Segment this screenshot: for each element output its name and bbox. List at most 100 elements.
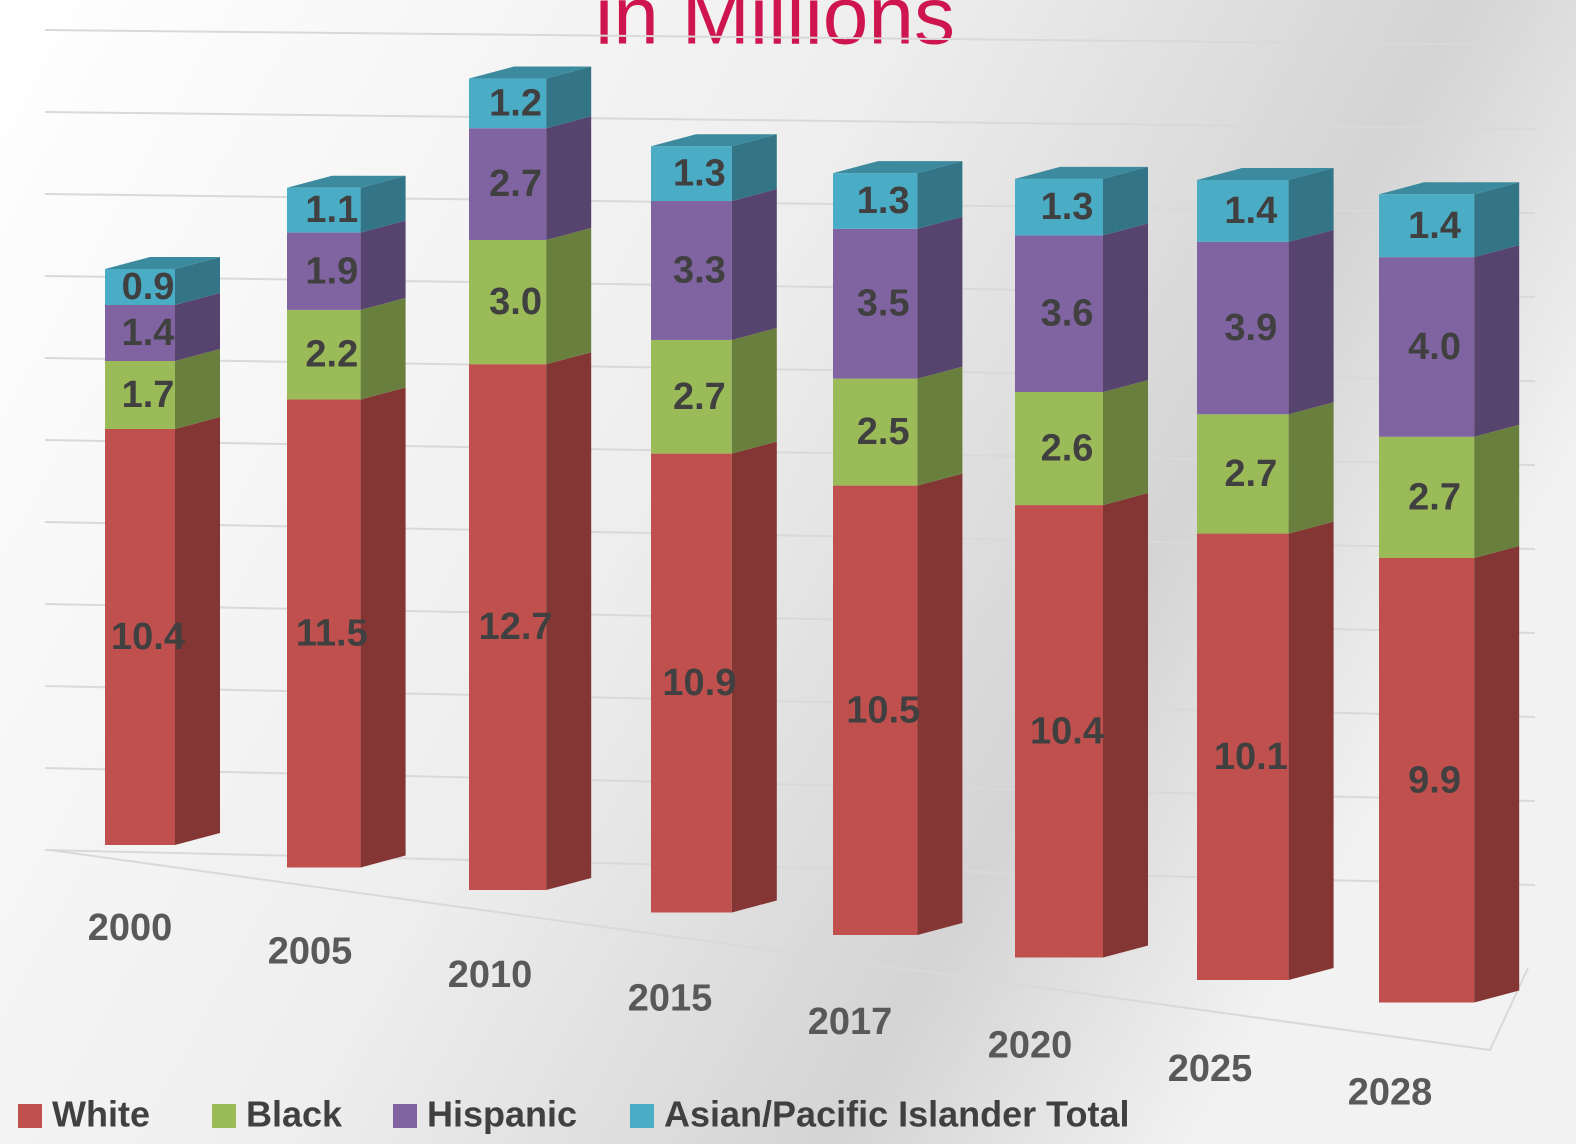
data-label: 12.7 [479,606,553,648]
bar-segment-side [1474,424,1520,558]
data-label: 1.2 [489,82,542,124]
bar-segment [1379,436,1475,558]
bar-segment-side [1103,223,1148,392]
legend-swatch [393,1104,417,1128]
data-label: 1.4 [1408,205,1461,247]
bar-segment [469,364,547,891]
x-tick-label: 2005 [268,931,353,973]
data-label: 1.3 [1041,186,1094,228]
data-label: 1.3 [857,180,910,222]
data-label: 1.1 [305,189,358,231]
bar-top [1197,167,1334,180]
bar-top [469,66,592,79]
data-label: 3.0 [489,281,542,323]
data-label: 10.5 [846,689,920,731]
data-label: 2.7 [1408,476,1461,518]
data-label: 1.9 [305,250,358,292]
x-tick-label: 2028 [1348,1072,1433,1114]
data-label: 10.4 [111,616,185,658]
bar-segment [105,429,175,845]
bar-segment-side [1288,229,1334,415]
x-tick-label: 2015 [628,978,713,1020]
bar-segment [833,173,918,229]
bar-segment [833,228,918,379]
data-label: 2.5 [857,411,910,453]
bar-segment [833,485,918,935]
bar-segment-side [1103,493,1148,958]
legend-label: White [52,1094,150,1135]
data-label: 1.3 [673,153,726,195]
bar-segment-side [546,116,592,241]
bar-segment [1197,179,1289,242]
bar-segment-side [731,441,777,913]
bar-segment-side [1103,380,1148,506]
data-label: 10.9 [662,662,736,704]
bar-segment-side [1474,182,1520,258]
bar-segment-side [360,175,406,233]
legend-label: Asian/Pacific Islander Total [664,1094,1130,1135]
legend-label: Black [246,1094,343,1135]
data-label: 9.9 [1408,759,1461,801]
bar-segment-side [360,387,406,868]
bar-segment-side [546,352,592,891]
bar-segment-side [1288,167,1334,242]
data-label: 0.9 [122,266,175,308]
bar-segment [105,305,175,361]
data-label: 10.4 [1030,710,1104,752]
data-label: 3.3 [673,250,726,292]
bar-segment-side [731,189,777,340]
bar-segment [651,339,732,454]
bar-segment [105,361,175,429]
data-label: 3.9 [1224,307,1277,349]
bar-segment [1197,533,1289,980]
data-label: 4.0 [1408,326,1461,368]
chart-title: in Millions [595,0,955,62]
bar-segment [651,453,732,913]
bar-segment-side [546,228,592,365]
bar-segment-side [917,216,963,379]
data-label: 1.4 [1224,190,1277,232]
x-tick-label: 2020 [988,1025,1073,1067]
data-label: 3.5 [857,283,910,325]
grid-line [44,29,1536,46]
bar-segment [833,378,918,486]
bar-segment-side [1103,166,1148,236]
bar-segment-side [175,257,220,305]
bar-segment [1379,257,1475,437]
data-label: 2.7 [673,376,726,418]
bar-segment-side [175,293,220,361]
bar-segment-side [175,417,220,845]
data-label: 1.4 [122,312,175,354]
x-tick-label: 2000 [88,907,173,949]
bar-segment-side [917,366,963,486]
bar-segment [469,78,547,129]
bar-segment-side [1288,521,1334,980]
bar-segment [469,240,547,365]
bar-segment-side [917,473,963,935]
bar-segment-side [731,134,777,202]
data-label: 2.7 [489,163,542,205]
x-tick-label: 2017 [808,1001,893,1043]
bar-segment [469,128,547,241]
bar-segment [1015,392,1103,506]
bar-segment-side [546,66,592,129]
bar-segment-side [175,349,220,429]
bar-top [1015,166,1148,179]
x-tick-label: 2010 [448,954,533,996]
bar-segment [1015,178,1103,236]
data-label: 10.1 [1214,736,1288,778]
bar-segment-side [731,327,777,454]
bar-segment [287,399,361,868]
data-label: 11.5 [296,613,368,655]
bar-segment [1015,235,1103,392]
bar-segment-side [917,161,963,229]
bar-top [287,175,406,188]
bar-segment [1015,505,1103,958]
bar-segment [1379,194,1475,258]
bar-segment [651,201,732,340]
legend-swatch [630,1104,654,1128]
legend-label: Hispanic [427,1094,577,1135]
bar-top [833,161,963,174]
bar-top [105,257,220,269]
